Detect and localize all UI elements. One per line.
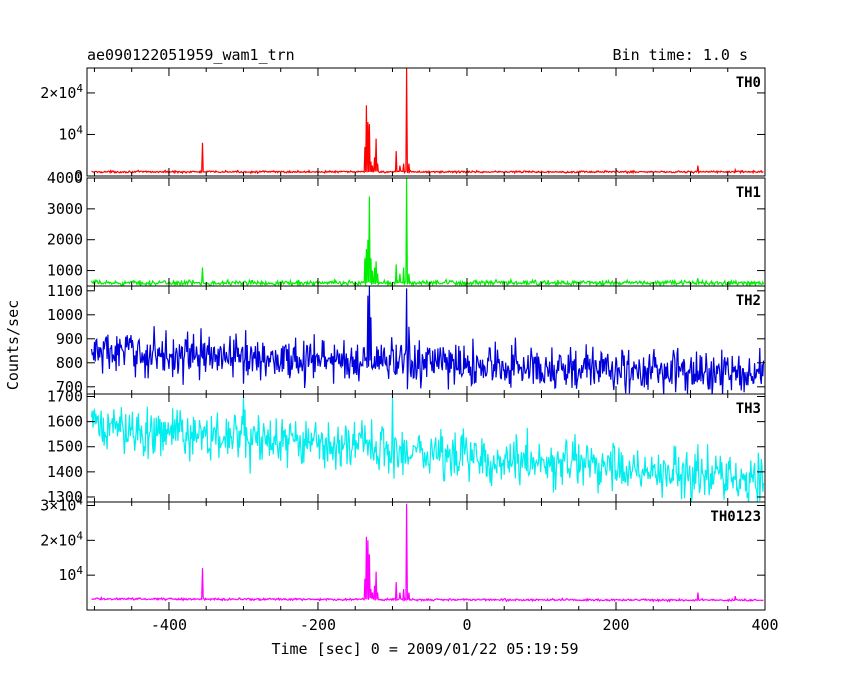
x-axis: -400 -200 0 200 400	[151, 616, 779, 634]
x-axis-title: Time [sec] 0 = 2009/01/22 05:19:59	[271, 640, 578, 658]
panel-label-th3: TH3	[736, 401, 761, 417]
object-name-title: ae090122051959_wam1_trn	[87, 46, 295, 64]
y-tick-label: 2000	[47, 231, 83, 249]
x-tick-label: 200	[602, 616, 629, 634]
y-tick-label: 3×104	[40, 494, 83, 514]
panel-th2: 700 800 900 1000 1100 TH2	[47, 282, 766, 396]
panel-frame	[86, 501, 766, 611]
y-tick-label: 2×104	[40, 529, 83, 549]
y-tick-label: 2×104	[40, 82, 83, 102]
y-tick-label: 0	[74, 167, 83, 185]
y-tick-label: 1500	[47, 438, 83, 456]
y-tick-label: 3000	[47, 200, 83, 218]
y-axis-title: Counts/sec	[4, 300, 22, 390]
y-tick-label: 800	[56, 354, 83, 372]
panel-label-th0123: TH0123	[710, 509, 761, 525]
panel-th1: 1000 2000 3000 4000 TH1	[47, 169, 766, 287]
panel-label-th1: TH1	[736, 185, 761, 201]
panels-group: 0 104 2×104 TH0 1000 2000 3000 4000 TH1 700 800 900…	[40, 67, 766, 611]
panel-th0: 0 104 2×104 TH0	[40, 67, 766, 185]
series-line-th3	[90, 396, 765, 502]
panel-th0123: 104 2×104 3×104 TH0123	[40, 494, 766, 611]
y-tick-label: 1000	[47, 306, 83, 324]
y-tick-label: 4000	[47, 169, 83, 187]
series-line-th0	[91, 68, 764, 175]
y-tick-label: 104	[58, 123, 83, 143]
panel-label-th0: TH0	[736, 75, 761, 91]
y-tick-label: 1000	[47, 262, 83, 280]
x-tick-label: -400	[151, 616, 187, 634]
panel-label-th2: TH2	[736, 293, 761, 309]
y-tick-label: 1100	[47, 282, 83, 300]
y-tick-label: 104	[58, 564, 83, 584]
y-tick-label: 1600	[47, 413, 83, 431]
series-line-th1	[90, 178, 765, 286]
y-tick-label: 1700	[47, 388, 83, 406]
panel-frame	[86, 67, 766, 177]
panel-frame	[86, 177, 766, 287]
y-tick-label: 1400	[47, 463, 83, 481]
series-line-th0123	[91, 503, 764, 603]
bin-time-label: Bin time: 1.0 s	[613, 46, 748, 64]
panel-th3: 1300 1400 1500 1600 1700 TH3	[47, 388, 766, 506]
y-tick-label: 1300	[47, 488, 83, 506]
y-tick-label: 900	[56, 330, 83, 348]
x-tick-label: 0	[462, 616, 471, 634]
y-tick-label: 700	[56, 378, 83, 396]
x-tick-label: 400	[751, 616, 778, 634]
x-tick-label: -200	[300, 616, 336, 634]
series-line-th2	[90, 286, 765, 394]
